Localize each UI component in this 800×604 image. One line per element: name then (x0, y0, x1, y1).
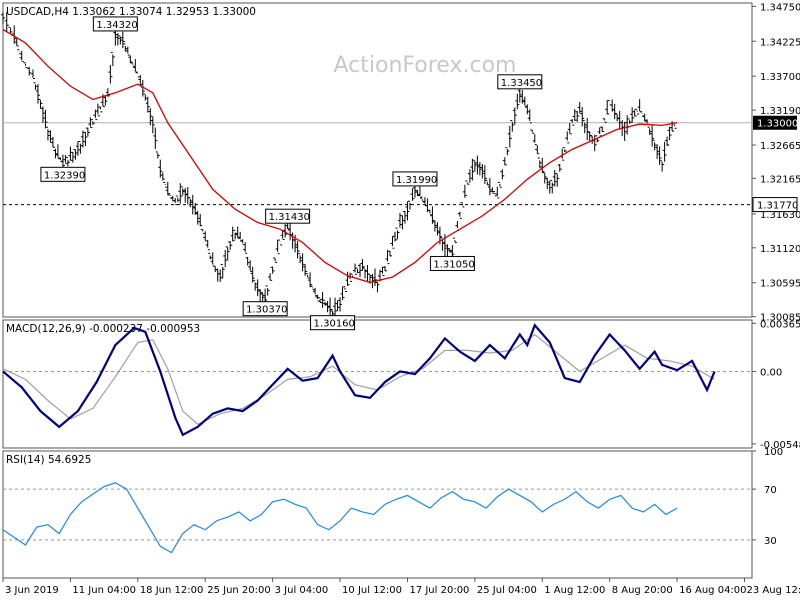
price-annotation-label: 1.33450 (501, 78, 542, 89)
rsi-y-tick-label: 100 (764, 447, 783, 458)
x-axis-label: 1 Aug 12:00 (544, 585, 605, 596)
x-axis-label: 3 Jul 04:00 (275, 585, 329, 596)
x-axis-label: 23 Aug 12:00 (747, 585, 800, 596)
macd-chart-title: MACD(12,26,9) -0.000237 -0.000953 (6, 323, 200, 335)
price-y-tick-label: 1.31630 (760, 210, 800, 221)
current-price-tag-label: 1.33000 (757, 119, 798, 130)
price-annotation-label: 1.31430 (269, 212, 310, 223)
price-y-tick-label: 1.32665 (760, 141, 800, 152)
x-axis-label: 8 Aug 20:00 (612, 585, 673, 596)
x-axis-label: 16 Aug 04:00 (679, 585, 746, 596)
price-annotation-label: 1.32390 (44, 170, 85, 181)
price-y-tick-label: 1.33190 (760, 106, 800, 117)
rsi-y-tick-label: 70 (764, 485, 777, 496)
rsi-y-tick-label: 30 (764, 536, 777, 547)
x-axis-label: 25 Jul 04:00 (477, 585, 537, 596)
support-price-tag-label: 1.31770 (757, 201, 798, 212)
price-annotation-label: 1.34320 (96, 20, 137, 31)
price-y-tick-label: 1.32165 (760, 174, 800, 185)
price-annotation-label: 1.30370 (246, 305, 287, 316)
macd-line (2, 323, 716, 437)
macd-y-tick-label: 0.00 (760, 367, 782, 378)
current-price-tag-box (753, 115, 797, 130)
macd-panel-frame (2, 319, 753, 449)
x-axis-label: 3 Jun 2019 (5, 585, 59, 596)
moving-average-line (2, 29, 678, 284)
price-y-tick-label: 1.30085 (760, 313, 800, 324)
watermark-text: ActionForex.com (334, 53, 517, 78)
macd-y-tick-label: -0.005489 (760, 440, 800, 451)
rsi-line (2, 482, 678, 554)
rsi-chart-title: RSI(14) 54.6925 (6, 454, 91, 466)
x-axis-label: 25 Jun 20:00 (207, 585, 271, 596)
price-annotation-label: 1.31990 (396, 175, 437, 186)
price-y-tick-label: 1.34750 (760, 2, 800, 13)
support-price-tag-box (752, 197, 798, 213)
price-y-tick-label: 1.31120 (760, 244, 800, 255)
x-axis-label: 17 Jul 20:00 (409, 585, 469, 596)
price-y-tick-label: 1.30595 (760, 279, 800, 290)
price-y-tick-label: 1.33700 (760, 72, 800, 83)
price-panel-frame (2, 2, 753, 318)
price-annotation-label: 1.30160 (314, 319, 355, 330)
x-axis-label: 11 Jun 04:00 (72, 585, 136, 596)
rsi-panel-frame (2, 450, 753, 579)
x-axis-label: 10 Jul 12:00 (342, 585, 402, 596)
price-annotation-label: 1.31050 (433, 259, 474, 270)
price-y-tick-label: 1.34225 (760, 37, 800, 48)
macd-y-tick-label: 0.003651 (760, 319, 800, 330)
x-axis-label: 18 Jun 12:00 (140, 585, 204, 596)
price-chart-title: USDCAD,H4 1.33062 1.33074 1.32953 1.3300… (6, 6, 256, 18)
